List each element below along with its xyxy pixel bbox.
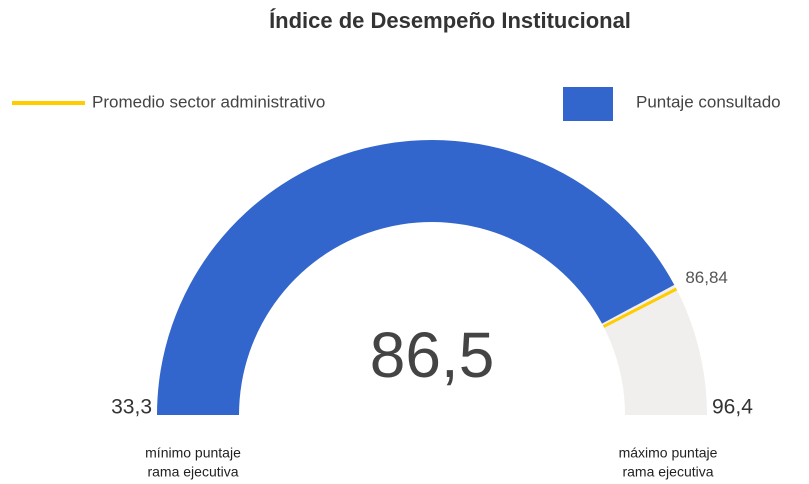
max-caption: máximo puntaje [619, 445, 718, 461]
min-caption: mínimo puntaje [145, 445, 241, 461]
gauge-value-label: 86,5 [370, 319, 495, 391]
reference-line [602, 287, 678, 328]
reference-label: 86,84 [685, 268, 728, 287]
max-caption: rama ejecutiva [622, 464, 713, 480]
min-label: 33,3 [111, 396, 152, 419]
chart-title: Índice de Desempeño Institucional [269, 8, 631, 33]
legend-swatch [563, 87, 613, 121]
max-label: 96,4 [712, 396, 753, 419]
legend-label: Puntaje consultado [636, 92, 781, 111]
gauge-value-arc [157, 139, 675, 415]
legend-label: Promedio sector administrativo [92, 92, 325, 111]
min-caption: rama ejecutiva [147, 464, 238, 480]
